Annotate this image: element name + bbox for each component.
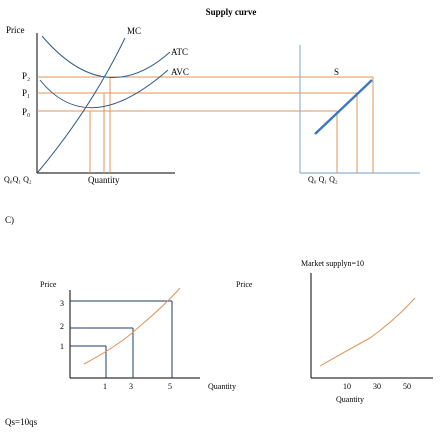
cost-y-axis-label: Price (6, 25, 25, 35)
cost-curves-panel: Price Quantity P₂ P₁ P₀ Q₀Q₁ Q₂ MC ATC A… (4, 25, 373, 185)
firm-x-tick-5: 5 (168, 382, 172, 391)
section-label: C) (5, 215, 14, 225)
market-supply-title: Market supplyn=10 (301, 259, 364, 268)
firm-y-tick-2: 2 (60, 322, 64, 331)
supply-quantity-labels: Q₀ Q₁ Q₂ (308, 175, 338, 184)
supply-curve (314, 79, 373, 135)
firm-y-axis-label: Price (40, 280, 57, 289)
market-x-tick-50: 50 (403, 382, 411, 391)
mc-curve (37, 37, 126, 173)
firm-y-tick-1: 1 (60, 342, 64, 351)
atc-label: ATC (171, 47, 188, 57)
market-x-axis-label: Quantity (336, 395, 364, 404)
avc-curve (39, 69, 169, 109)
figure-title: Supply curve (206, 7, 257, 17)
cost-x-axis-label: Quantity (88, 175, 120, 185)
atc-curve (41, 35, 171, 78)
market-supply-formula: Qs=10qs (5, 417, 38, 427)
firm-x-axis-label: Quantity (208, 382, 236, 391)
firm-supply-curve (83, 287, 181, 365)
market-x-tick-30: 30 (373, 382, 381, 391)
firm-x-tick-3: 3 (129, 382, 133, 391)
market-x-tick-10: 10 (343, 382, 351, 391)
quantity-labels: Q₀Q₁ Q₂ (4, 175, 32, 184)
market-supply-curve (319, 297, 416, 367)
firm-y-tick-3: 3 (60, 299, 64, 308)
market-y-axis-label: Price (236, 280, 253, 289)
price-label-p1: P₁ (22, 88, 30, 98)
firm-supply-panel: Price Quantity 3 2 1 1 3 5 (40, 280, 236, 391)
market-supply-panel: Market supplyn=10 Price 10 30 50 Quantit… (236, 259, 433, 404)
price-label-p0: P₀ (22, 107, 30, 117)
supply-curve-label: S (334, 67, 339, 77)
mc-label: MC (127, 26, 141, 36)
supply-panel: S Q₀ Q₁ Q₂ (299, 45, 420, 184)
avc-label: AVC (171, 67, 189, 77)
price-label-p2: P₂ (22, 71, 30, 81)
firm-x-tick-1: 1 (103, 382, 107, 391)
